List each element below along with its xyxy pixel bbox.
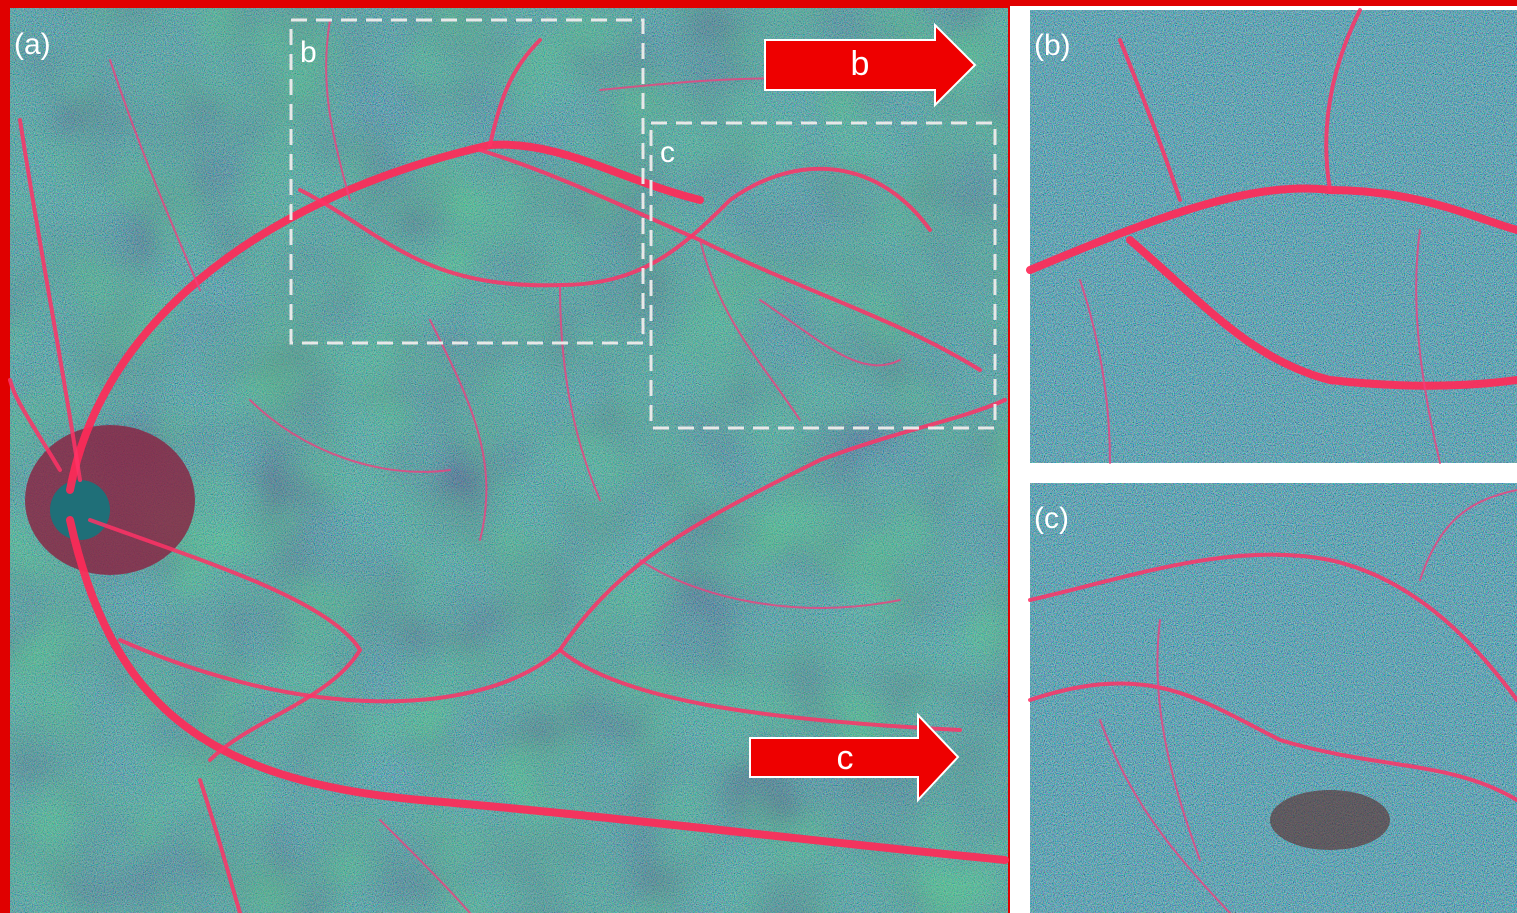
- frame-top: [1008, 0, 1517, 6]
- page: (a) b c b c (b) (c) ((): [0, 0, 1517, 913]
- inset-box-label: c: [660, 136, 675, 169]
- panel-a: (a) b c b c: [10, 8, 1008, 913]
- arrow-label: b: [851, 45, 870, 83]
- optic-cup: [50, 480, 110, 540]
- dark-patch: [1270, 790, 1390, 850]
- inset-box-label: b: [300, 36, 317, 69]
- panel-c-noise: [1030, 483, 1517, 913]
- optic-disc: [25, 425, 195, 575]
- panel-c: (c): [1030, 483, 1517, 913]
- panel-b: (b): [1030, 10, 1517, 463]
- panel-label: (c): [1034, 502, 1069, 535]
- figure: (a) b c b c (b) (c): [0, 0, 1517, 913]
- panel-label: (a): [14, 28, 51, 61]
- panel-label: (b): [1034, 29, 1071, 62]
- arrow-label: c: [837, 739, 854, 777]
